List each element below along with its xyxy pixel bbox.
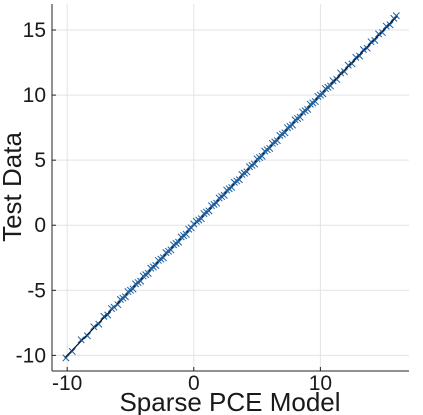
data-point xyxy=(68,347,76,356)
y-tick-label: 15 xyxy=(23,19,46,42)
data-point xyxy=(110,303,118,311)
data-point xyxy=(359,45,367,54)
data-point xyxy=(159,254,167,262)
data-point xyxy=(228,183,236,192)
data-point xyxy=(220,191,228,199)
data-point xyxy=(311,98,319,106)
data-point xyxy=(296,113,304,121)
plot-frame xyxy=(51,4,409,372)
data-point xyxy=(363,44,371,52)
data-point xyxy=(95,320,103,328)
y-axis-label: Test Data xyxy=(0,132,27,242)
data-point xyxy=(205,207,213,215)
data-point xyxy=(356,52,364,60)
data-point xyxy=(187,224,195,232)
data-point xyxy=(348,60,356,68)
y-tick-label: 5 xyxy=(34,149,46,172)
y-tick-label: -10 xyxy=(16,344,46,367)
data-point xyxy=(352,53,360,61)
data-point xyxy=(104,311,112,319)
y-tick-label: 0 xyxy=(34,214,46,237)
data-point xyxy=(90,323,98,331)
data-point xyxy=(250,160,259,168)
data-point xyxy=(340,68,348,76)
points-group xyxy=(62,12,400,362)
data-point xyxy=(100,312,108,320)
data-point xyxy=(62,354,70,362)
data-point xyxy=(213,199,221,207)
data-point xyxy=(319,90,327,98)
data-point xyxy=(258,152,266,160)
y-tick-label: 10 xyxy=(23,84,46,107)
data-point xyxy=(121,293,129,301)
data-point xyxy=(386,21,394,29)
data-point xyxy=(382,22,390,30)
data-point xyxy=(129,285,137,293)
data-point xyxy=(375,30,383,38)
data-point xyxy=(367,38,375,46)
y-tick-labels: -10 -5 0 5 10 15 xyxy=(16,19,46,367)
data-point xyxy=(114,301,122,309)
data-point xyxy=(144,269,152,277)
data-point xyxy=(371,36,379,44)
data-point xyxy=(304,105,312,113)
data-point xyxy=(137,277,145,285)
data-point xyxy=(288,121,297,129)
data-point xyxy=(392,12,400,20)
data-point xyxy=(266,144,274,153)
data-point xyxy=(182,230,190,238)
data-point xyxy=(167,246,175,254)
data-point xyxy=(175,238,183,246)
data-point xyxy=(273,137,281,145)
x-tick-labels: -10 0 10 xyxy=(52,372,332,395)
data-point xyxy=(344,61,352,69)
data-point xyxy=(329,77,337,85)
x-tick-label: 10 xyxy=(309,372,332,395)
data-point xyxy=(83,332,92,340)
data-point xyxy=(77,336,85,344)
data-point xyxy=(197,215,205,223)
x-axis-label: Sparse PCE Model xyxy=(119,387,340,415)
x-tick-label: -10 xyxy=(52,372,82,395)
data-point xyxy=(235,176,243,184)
x-tick-label: 0 xyxy=(188,372,200,395)
data-point xyxy=(281,129,289,137)
data-point xyxy=(152,262,160,270)
data-point xyxy=(333,75,341,84)
data-point xyxy=(243,168,251,176)
data-point xyxy=(378,29,386,37)
data-point xyxy=(326,82,335,90)
grid xyxy=(52,4,409,371)
data-point xyxy=(337,69,345,77)
y-tick-label: -5 xyxy=(27,279,46,302)
